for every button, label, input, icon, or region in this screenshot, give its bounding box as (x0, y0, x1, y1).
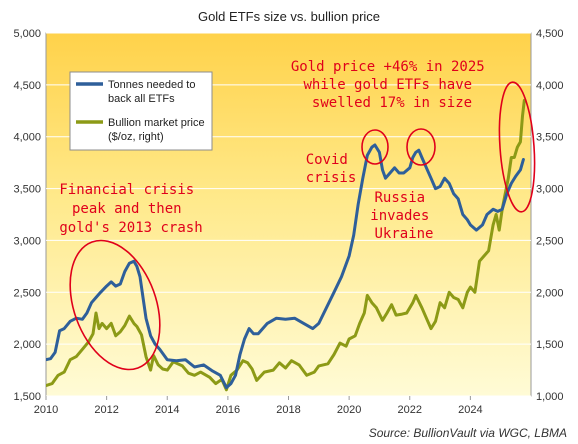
gridlines (46, 32, 531, 397)
annotation-2025: Gold price +46% in 2025 while gold ETFs … (291, 59, 493, 111)
y-right-tick-label: 3,000 (536, 184, 564, 196)
y-right-tick-label: 1,000 (536, 391, 564, 403)
x-tick-label: 2020 (337, 404, 361, 416)
x-tick-label: 2010 (34, 404, 58, 416)
x-tick-label: 2022 (398, 404, 422, 416)
2025-rally-circle (498, 81, 536, 213)
y-left-tick-label: 5,000 (13, 28, 41, 40)
y-right-tick-label: 3,500 (536, 132, 564, 144)
chart-title: Gold ETFs size vs. bullion price (198, 9, 380, 24)
source-note: Source: BullionVault via WGC, LBMA (369, 426, 567, 440)
y-right-tick-label: 2,500 (536, 235, 564, 247)
y-axis-right: 1,000 1,500 2,000 2,500 3,000 3,500 4,000 4,500 (536, 28, 564, 403)
covid-peak-circle (361, 129, 389, 165)
x-tick-label: 2012 (94, 404, 118, 416)
y-right-tick-label: 4,500 (536, 28, 564, 40)
y-right-tick-label: 1,500 (536, 339, 564, 351)
x-tick-label: 2024 (458, 404, 482, 416)
y-right-tick-label: 4,000 (536, 80, 564, 92)
series-line-etf-tonnes (46, 143, 525, 390)
y-left-tick-label: 1,500 (13, 391, 41, 403)
legend-label-bullion-price: Bullion market price ($/oz, right) (108, 117, 208, 143)
series-line-bullion-price (46, 98, 526, 392)
y-right-tick-label: 2,000 (536, 287, 564, 299)
y-left-tick-label: 3,500 (13, 184, 41, 196)
y-axis-left: 1,500 2,000 2,500 3,000 3,500 4,000 4,500 5,000 (13, 28, 41, 403)
financial-crisis-circle (69, 239, 161, 371)
series-group (46, 98, 526, 392)
y-left-tick-label: 2,000 (13, 339, 41, 351)
legend: Tonnes needed to back all ETFs Bullion m… (69, 71, 213, 151)
annotation-financial-crisis: Financial crisis peak and then gold's 20… (59, 182, 202, 236)
x-axis: 2010 2012 2014 2016 2018 2020 2022 2024 (34, 396, 483, 416)
x-tick-label: 2016 (216, 404, 240, 416)
annotation-covid: Covid crisis (306, 152, 357, 186)
legend-label-etf-tonnes: Tonnes needed to back all ETFs (108, 79, 199, 105)
y-left-tick-label: 4,000 (13, 132, 41, 144)
x-tick-label: 2014 (155, 404, 179, 416)
y-left-tick-label: 3,000 (13, 235, 41, 247)
y-left-tick-label: 2,500 (13, 287, 41, 299)
y-left-tick-label: 4,500 (13, 80, 41, 92)
x-tick-label: 2018 (276, 404, 300, 416)
annotation-ukraine: Russia invades Ukraine (370, 190, 437, 242)
ukraine-peak-circle (406, 128, 436, 166)
